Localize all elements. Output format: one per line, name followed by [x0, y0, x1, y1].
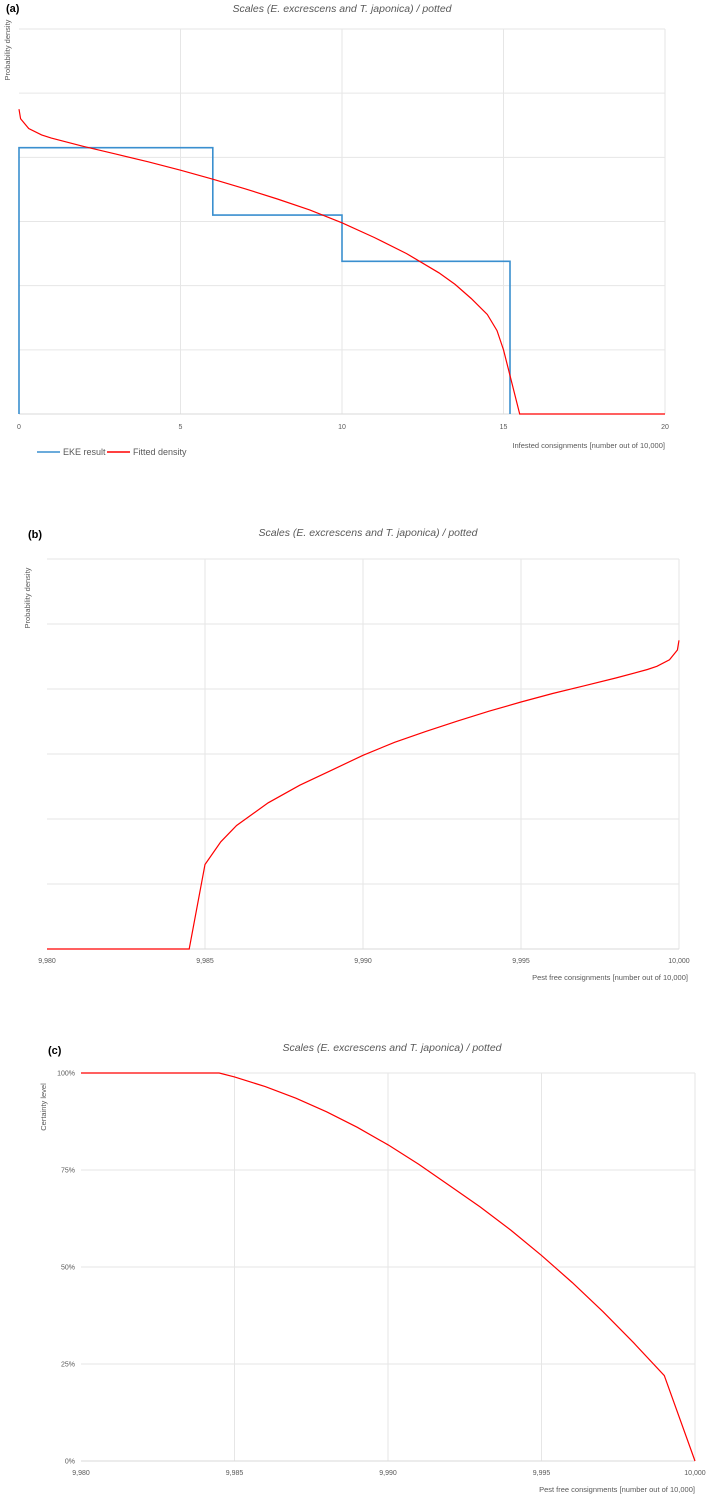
chart-title-c: Scales (E. excrescens and T. japonica) /…	[282, 1042, 502, 1054]
panel-label-a: (a)	[6, 3, 20, 15]
a-x-tick-label: 0	[17, 424, 21, 431]
gridlines-a	[19, 28, 666, 414]
chart-b: (b) Scales (E. excrescens and T. japonic…	[23, 527, 690, 982]
c-y-tick-label: 100%	[57, 1071, 75, 1078]
gridlines-c	[81, 1072, 696, 1461]
gridlines-b	[47, 558, 680, 949]
y-axis-title-b: Probability density	[23, 567, 32, 628]
series-fitted-density-a	[18, 109, 665, 415]
y-axis-title-c: Certainty level	[39, 1083, 48, 1131]
series-eke-result	[18, 146, 511, 414]
series-fitted-density-b	[47, 640, 680, 950]
a-x-tick-label: 20	[661, 424, 669, 431]
legend-label-eke: EKE result	[63, 447, 106, 457]
c-x-tick-label: 9,980	[72, 1470, 90, 1477]
b-x-tick-label: 9,995	[512, 958, 530, 965]
a-x-tick-label: 5	[179, 424, 183, 431]
c-y-tick-label: 50%	[61, 1265, 75, 1272]
b-x-tick-label: 9,980	[38, 958, 56, 965]
panel-label-c: (c)	[48, 1045, 62, 1057]
c-y-tick-label: 25%	[61, 1362, 75, 1369]
series-certainty-c	[81, 1072, 696, 1462]
panel-label-b: (b)	[28, 529, 42, 541]
c-x-tick-label: 9,995	[533, 1470, 551, 1477]
c-x-tick-label: 10,000	[684, 1470, 706, 1477]
b-x-tick-label: 9,990	[354, 958, 372, 965]
b-x-tick-label: 9,985	[196, 958, 214, 965]
x-axis-title-b: Pest free consignments [number out of 10…	[532, 973, 688, 982]
c-y-tick-label: 0%	[65, 1459, 75, 1466]
chart-a: (a) Scales (E. excrescens and T. japonic…	[3, 3, 669, 457]
x-ticks-a: 0 5 10 15 20	[17, 424, 669, 431]
b-x-tick-label: 10,000	[668, 958, 690, 965]
a-x-tick-label: 10	[338, 424, 346, 431]
c-y-tick-label: 75%	[61, 1168, 75, 1175]
chart-c: (c) Scales (E. excrescens and T. japonic…	[39, 1042, 706, 1494]
x-axis-title-c: Pest free consignments [number out of 10…	[539, 1485, 695, 1494]
c-x-tick-label: 9,985	[226, 1470, 244, 1477]
x-ticks-c: 9,980 9,985 9,990 9,995 10,000	[72, 1470, 706, 1477]
c-x-tick-label: 9,990	[379, 1470, 397, 1477]
x-axis-title-a: Infested consignments [number out of 10,…	[512, 441, 665, 450]
legend-label-fitted: Fitted density	[133, 447, 187, 457]
chart-title-a: Scales (E. excrescens and T. japonica) /…	[232, 3, 452, 15]
y-axis-title-a: Probability density	[3, 19, 12, 80]
x-ticks-b: 9,980 9,985 9,990 9,995 10,000	[38, 958, 690, 965]
legend-a: EKE result Fitted density	[37, 447, 187, 457]
y-ticks-c: 0% 25% 50% 75% 100%	[57, 1071, 75, 1466]
chart-title-b: Scales (E. excrescens and T. japonica) /…	[258, 527, 478, 539]
a-x-tick-label: 15	[500, 424, 508, 431]
